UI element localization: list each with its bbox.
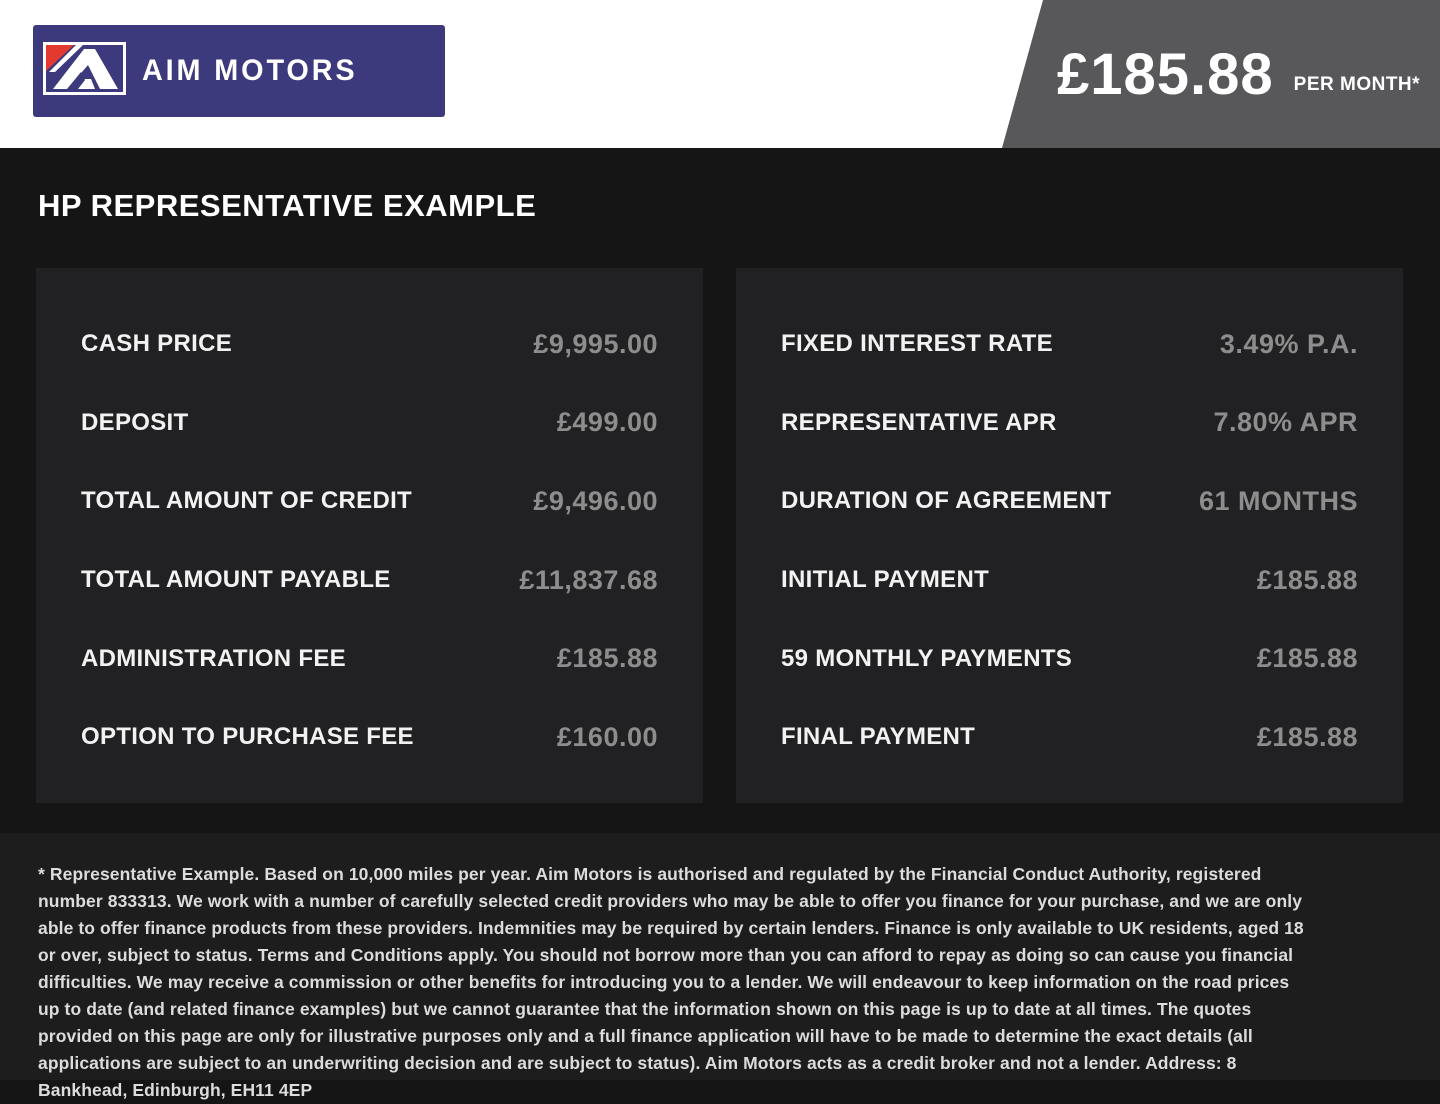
finance-label: CASH PRICE <box>81 330 233 358</box>
finance-value: £160.00 <box>556 721 658 752</box>
finance-row-initial-payment: INITIAL PAYMENT £185.88 <box>781 541 1358 620</box>
disclaimer-text: * Representative Example. Based on 10,00… <box>38 864 1304 1100</box>
finance-label: OPTION TO PURCHASE FEE <box>81 723 414 751</box>
finance-value: 61 MONTHS <box>1198 485 1358 516</box>
finance-value: £185.88 <box>1256 643 1358 674</box>
finance-label: 59 MONTHLY PAYMENTS <box>781 644 1073 672</box>
finance-label: REPRESENTATIVE APR <box>781 408 1057 436</box>
finance-row-cash-price: CASH PRICE £9,995.00 <box>81 305 658 384</box>
finance-value: £185.88 <box>556 643 658 674</box>
finance-row-fixed-interest-rate: FIXED INTEREST RATE 3.49% P.A. <box>781 305 1358 384</box>
finance-label: ADMINISTRATION FEE <box>81 644 346 672</box>
finance-panels: CASH PRICE £9,995.00 DEPOSIT £499.00 TOT… <box>36 268 1404 803</box>
page-title: HP REPRESENTATIVE EXAMPLE <box>38 188 537 223</box>
finance-row-final-payment: FINAL PAYMENT £185.88 <box>781 698 1358 777</box>
finance-row-total-credit: TOTAL AMOUNT OF CREDIT £9,496.00 <box>81 462 658 541</box>
monthly-price-suffix: PER MONTH* <box>1293 74 1421 95</box>
aim-motors-logo-icon <box>43 42 126 100</box>
finance-row-representative-apr: REPRESENTATIVE APR 7.80% APR <box>781 384 1358 463</box>
finance-label: FINAL PAYMENT <box>781 723 976 751</box>
finance-panel-right: FIXED INTEREST RATE 3.49% P.A. REPRESENT… <box>736 268 1403 803</box>
aim-motors-logo: AIM MOTORS <box>33 25 445 117</box>
price-banner: £185.88 PER MONTH* <box>1002 0 1440 148</box>
finance-label: DEPOSIT <box>81 408 189 436</box>
finance-value: £11,837.68 <box>519 564 658 595</box>
finance-value: £9,995.00 <box>533 328 658 359</box>
finance-panel-left: CASH PRICE £9,995.00 DEPOSIT £499.00 TOT… <box>36 268 703 803</box>
finance-row-duration: DURATION OF AGREEMENT 61 MONTHS <box>781 462 1358 541</box>
monthly-price: £185.88 <box>1057 41 1274 107</box>
finance-value: £9,496.00 <box>533 485 658 516</box>
finance-value: £499.00 <box>556 407 658 438</box>
finance-row-monthly-payments: 59 MONTHLY PAYMENTS £185.88 <box>781 619 1358 698</box>
finance-row-deposit: DEPOSIT £499.00 <box>81 384 658 463</box>
header: AIM MOTORS £185.88 PER MONTH* <box>0 0 1440 148</box>
finance-value: 7.80% APR <box>1213 407 1358 438</box>
footer: * Representative Example. Based on 10,00… <box>0 833 1440 1100</box>
finance-value: 3.49% P.A. <box>1219 328 1358 359</box>
finance-label: FIXED INTEREST RATE <box>781 330 1053 358</box>
finance-label: TOTAL AMOUNT PAYABLE <box>81 566 391 594</box>
finance-value: £185.88 <box>1256 721 1358 752</box>
finance-row-total-payable: TOTAL AMOUNT PAYABLE £11,837.68 <box>81 541 658 620</box>
finance-row-admin-fee: ADMINISTRATION FEE £185.88 <box>81 619 658 698</box>
finance-value: £185.88 <box>1256 564 1358 595</box>
brand-name: AIM MOTORS <box>142 54 358 87</box>
finance-label: TOTAL AMOUNT OF CREDIT <box>81 487 413 515</box>
finance-label: INITIAL PAYMENT <box>781 566 990 594</box>
finance-label: DURATION OF AGREEMENT <box>781 487 1112 515</box>
finance-row-option-to-purchase-fee: OPTION TO PURCHASE FEE £160.00 <box>81 698 658 777</box>
